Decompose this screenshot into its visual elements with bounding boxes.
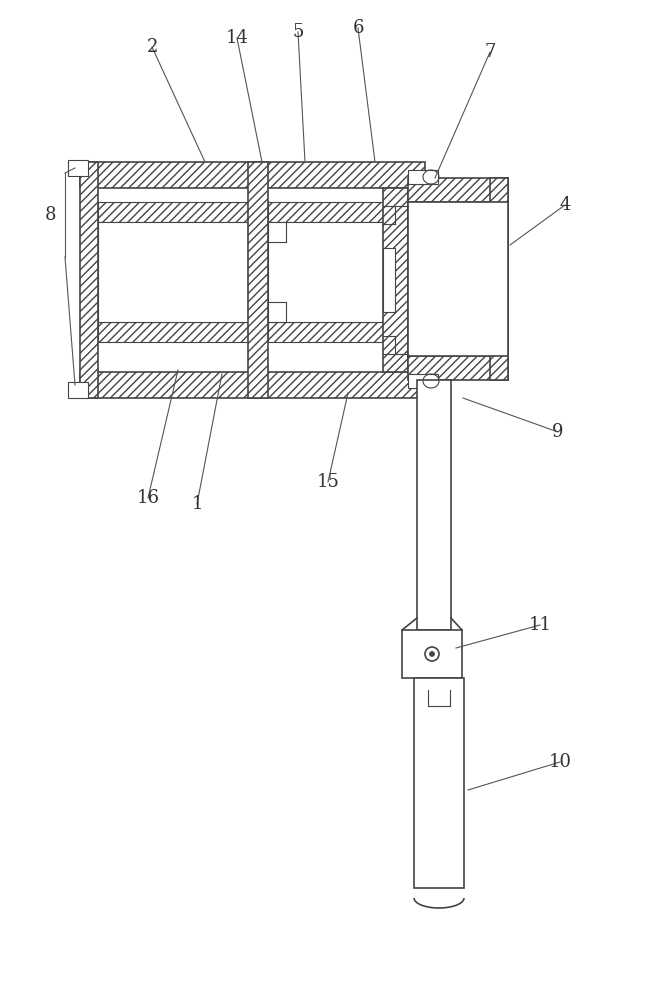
Bar	[268, 202, 383, 222]
Text: 1: 1	[191, 495, 202, 513]
Text: 6: 6	[352, 19, 364, 37]
Bar	[98, 322, 248, 342]
Text: 4: 4	[559, 196, 571, 214]
Bar	[408, 356, 508, 380]
Bar	[408, 178, 508, 202]
Bar	[490, 178, 508, 380]
Circle shape	[430, 652, 434, 656]
Bar	[402, 630, 462, 678]
Bar	[80, 162, 425, 188]
Text: 7: 7	[484, 43, 496, 61]
Text: 9: 9	[552, 423, 563, 441]
Bar	[68, 160, 88, 176]
Bar	[417, 380, 451, 630]
Bar	[414, 678, 464, 888]
Bar	[80, 162, 98, 398]
Bar	[68, 382, 88, 398]
Bar	[268, 322, 383, 342]
Bar	[408, 170, 438, 184]
Bar	[383, 248, 395, 312]
Text: 10: 10	[549, 753, 571, 771]
Text: 11: 11	[529, 616, 551, 634]
Bar	[80, 372, 425, 398]
Bar	[408, 374, 438, 388]
Bar	[98, 222, 248, 322]
Text: 16: 16	[137, 489, 159, 507]
Bar	[383, 188, 408, 372]
Text: 2: 2	[147, 38, 158, 56]
Text: 8: 8	[44, 206, 56, 224]
Bar	[408, 202, 508, 356]
Bar	[268, 222, 383, 322]
Text: 15: 15	[316, 473, 340, 491]
Text: 5: 5	[292, 23, 304, 41]
Bar	[248, 162, 268, 398]
Text: 14: 14	[226, 29, 248, 47]
Bar	[98, 202, 248, 222]
